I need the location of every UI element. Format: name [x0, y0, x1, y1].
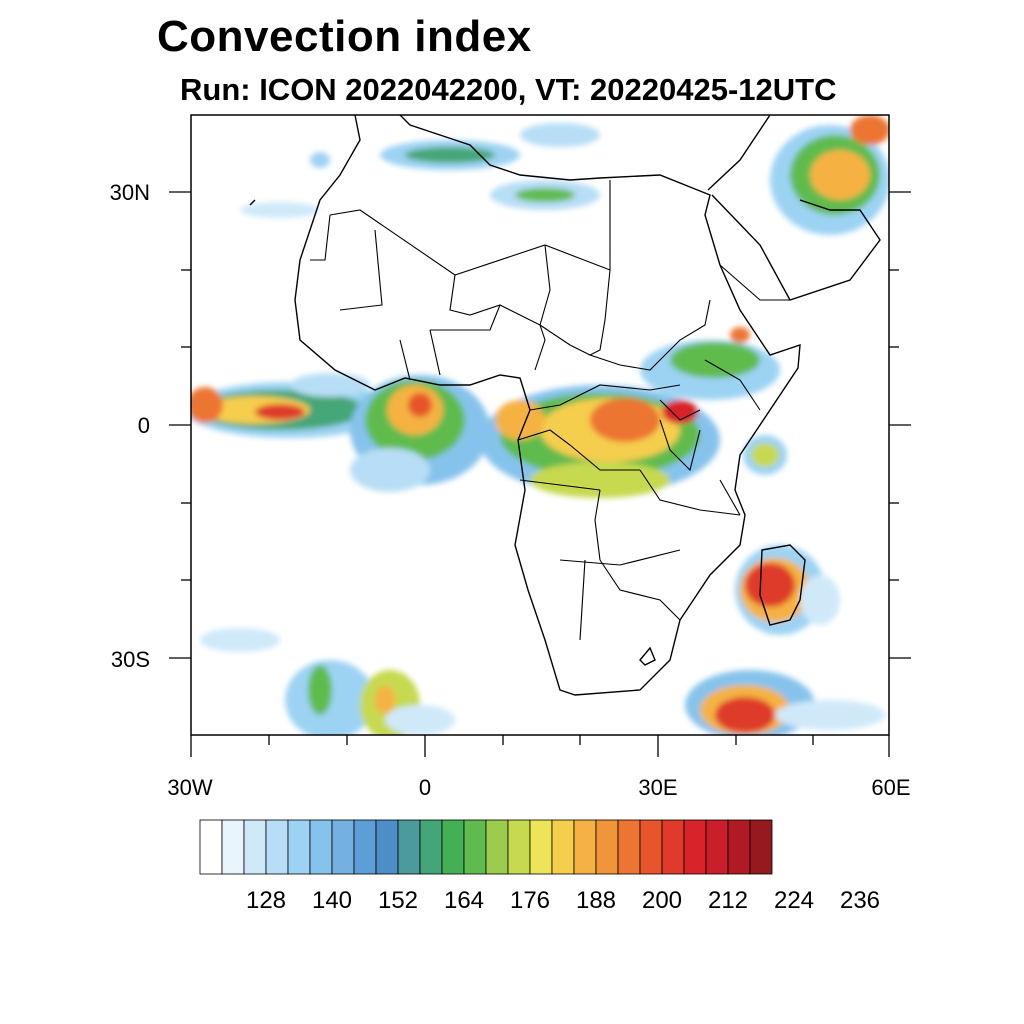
lat-label-30n: 30N [109, 180, 150, 205]
colorbar-label: 176 [509, 887, 551, 914]
colorbar-swatch [551, 819, 575, 875]
colorbar-swatch [595, 819, 619, 875]
colorbar-swatch [683, 819, 707, 875]
colorbar-swatch [199, 819, 223, 875]
borders [310, 180, 790, 641]
colorbar-swatch [375, 819, 399, 875]
colorbar-swatch [507, 819, 531, 875]
colorbar-swatch [705, 819, 729, 875]
colorbar-swatch [441, 819, 465, 875]
colorbar-swatch [309, 819, 333, 875]
coastlines [249, 115, 881, 696]
chart-title: Convection index [157, 12, 532, 61]
colorbar-label: 236 [839, 887, 881, 914]
colorbar-label: 224 [773, 887, 815, 914]
colorbar-swatch [485, 819, 509, 875]
colorbar-swatch [749, 819, 773, 875]
colorbar-label: 140 [311, 887, 353, 914]
colorbar [199, 819, 773, 875]
colorbar-label: 164 [443, 887, 485, 914]
colorbar-swatch [353, 819, 377, 875]
colorbar-swatch [265, 819, 289, 875]
colorbar-swatch [727, 819, 751, 875]
colorbar-label: 152 [377, 887, 419, 914]
colorbar-swatch [287, 819, 311, 875]
lon-label-60e: 60E [871, 775, 911, 800]
colorbar-swatch [397, 819, 421, 875]
lat-label-0: 0 [137, 413, 150, 438]
colorbar-swatch [243, 819, 267, 875]
lat-label-30s: 30S [110, 647, 150, 672]
colorbar-swatch [573, 819, 597, 875]
colorbar-swatch [463, 819, 487, 875]
colorbar-swatch [639, 819, 663, 875]
convection-field [191, 115, 889, 735]
lon-label-30e: 30E [638, 775, 678, 800]
colorbar-swatch [529, 819, 553, 875]
colorbar-label: 200 [641, 887, 683, 914]
colorbar-label: 188 [575, 887, 617, 914]
lon-label-30w: 30W [167, 775, 213, 800]
lon-label-0: 0 [418, 775, 432, 800]
colorbar-swatch [617, 819, 641, 875]
axis-ticks [169, 191, 911, 757]
colorbar-label: 212 [707, 887, 749, 914]
colorbar-swatch [661, 819, 685, 875]
chart-subtitle: Run: ICON 2022042200, VT: 20220425-12UTC [180, 72, 837, 107]
colorbar-swatch [331, 819, 355, 875]
colorbar-swatch [419, 819, 443, 875]
colorbar-swatch [221, 819, 245, 875]
colorbar-label: 128 [245, 887, 287, 914]
